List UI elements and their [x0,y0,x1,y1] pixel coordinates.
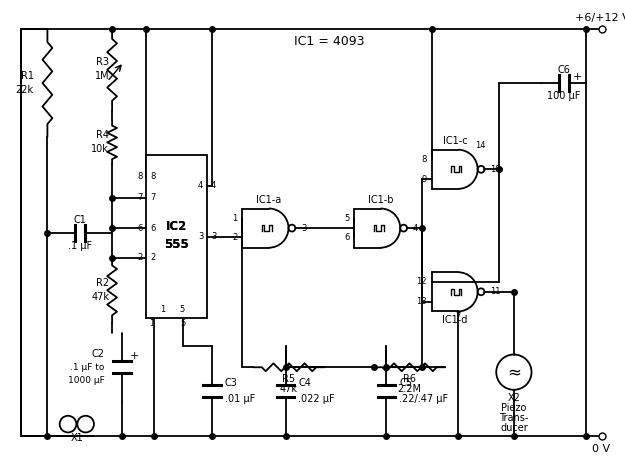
Text: +: + [573,72,582,82]
Text: 12: 12 [416,277,427,287]
Text: 7: 7 [137,193,142,202]
Text: R3: R3 [96,57,109,67]
Text: Trans-: Trans- [499,413,529,423]
Text: IC2: IC2 [166,220,188,233]
Text: 10k: 10k [91,144,109,154]
Text: 22k: 22k [16,85,34,95]
Text: ducer: ducer [500,423,528,433]
Bar [146,155,207,318]
Text: .01 μF: .01 μF [225,394,255,404]
Text: 8: 8 [137,171,142,181]
Text: 11: 11 [491,288,501,296]
Text: IC2: IC2 [166,220,188,233]
Text: 5: 5 [180,319,185,328]
Text: IC1-b: IC1-b [368,195,393,205]
Text: C6: C6 [558,65,570,75]
Text: C5: C5 [399,378,412,388]
Text: 47k: 47k [280,384,298,394]
Text: 7: 7 [456,312,461,321]
Text: X1: X1 [71,433,83,443]
Text: 3: 3 [198,233,203,241]
Text: Piezo: Piezo [501,404,527,413]
Text: 5: 5 [344,214,349,223]
Text: IC1-a: IC1-a [256,195,281,205]
Text: 13: 13 [416,297,427,306]
Text: 100 μF: 100 μF [547,91,581,101]
Text: 1000 μF: 1000 μF [68,377,104,385]
Text: 1: 1 [160,305,166,315]
Text: 6: 6 [137,224,142,233]
Text: 1: 1 [232,214,238,223]
Text: 2: 2 [138,253,142,262]
Text: 0 V: 0 V [592,444,611,453]
Text: .1 μF to: .1 μF to [70,363,104,372]
Text: 2.2M: 2.2M [398,384,421,394]
Text: IC1-d: IC1-d [442,315,468,325]
Text: ≈: ≈ [507,363,521,381]
Text: 9: 9 [421,175,427,184]
Text: 555: 555 [164,238,189,251]
Text: 10: 10 [491,165,501,174]
Text: 7: 7 [150,193,156,202]
Text: 2: 2 [150,253,156,262]
Text: C2: C2 [91,349,104,358]
Text: +6/+12 V: +6/+12 V [574,14,625,23]
Text: 47k: 47k [91,292,109,302]
Text: 3: 3 [211,233,216,241]
Text: IC1-c: IC1-c [442,136,468,146]
Text: 1: 1 [149,319,154,328]
Text: R5: R5 [282,374,296,384]
Text: R6: R6 [403,374,416,384]
Text: .022 μF: .022 μF [298,394,335,404]
Text: R2: R2 [96,279,109,288]
Text: 5: 5 [180,305,185,315]
Text: 555: 555 [164,238,189,251]
Text: 2: 2 [232,233,238,242]
Text: C3: C3 [225,378,238,388]
Text: 6: 6 [150,224,156,233]
Text: R1: R1 [21,71,34,81]
Text: C1: C1 [73,215,86,225]
Text: .1 μF: .1 μF [68,241,92,251]
Text: .22/.47 μF: .22/.47 μF [399,394,448,404]
Text: X2: X2 [508,393,521,403]
Text: R4: R4 [96,130,109,140]
Text: IC1 = 4093: IC1 = 4093 [294,35,365,48]
Text: 4: 4 [211,181,216,191]
Text: 4: 4 [413,224,418,233]
Text: 14: 14 [476,141,486,150]
Text: 4: 4 [198,181,203,191]
Text: C4: C4 [298,378,311,388]
Text: 8: 8 [150,171,156,181]
Text: 8: 8 [421,155,427,164]
Text: +: + [130,351,139,362]
Text: 3: 3 [301,224,307,233]
Text: 6: 6 [344,233,349,242]
Text: 1M: 1M [94,71,109,81]
